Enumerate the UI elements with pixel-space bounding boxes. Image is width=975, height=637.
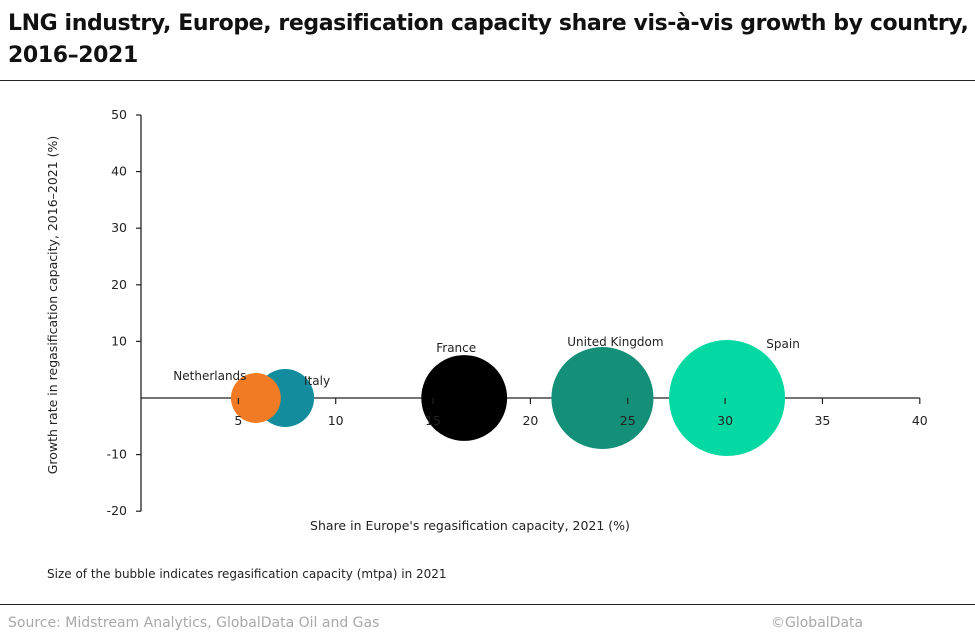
x-tick-label: 20	[522, 413, 538, 428]
y-tick-label: 30	[111, 220, 127, 235]
x-axis-label: Share in Europe's regasification capacit…	[310, 518, 630, 533]
bubbles	[230, 340, 786, 456]
axes: 50 40 30 20 10 -10 -20	[107, 107, 920, 518]
bubble-label: United Kingdom	[567, 335, 663, 349]
x-tick-label: 10	[328, 413, 344, 428]
x-tick-label: 35	[814, 413, 830, 428]
source-text: Source: Midstream Analytics, GlobalData …	[8, 615, 380, 631]
chart-title: LNG industry, Europe, regasification cap…	[8, 11, 969, 68]
bubble-label: Italy	[304, 374, 330, 388]
bubble-spain	[669, 340, 786, 456]
bubble-france	[421, 355, 508, 441]
y-tick-label: -10	[107, 447, 127, 462]
x-tick-label: 40	[912, 413, 928, 428]
bubble-label: France	[436, 341, 476, 355]
title-divider	[0, 80, 975, 81]
y-tick-label: -20	[107, 503, 127, 518]
x-ticks: 5 10 15 20 25 30 35 40	[234, 398, 928, 428]
bubble-labels: Netherlands Italy France United Kingdom Spai…	[173, 335, 800, 388]
bubble-label: Spain	[766, 337, 800, 351]
x-tick-label: 15	[425, 413, 441, 428]
y-tick-label: 10	[111, 333, 127, 348]
bubble-size-note: Size of the bubble indicates regasificat…	[47, 567, 447, 581]
y-axis-label-group: Growth rate in regasification capacity, …	[45, 136, 60, 475]
x-tick-label: 30	[717, 413, 733, 428]
x-tick-label: 25	[620, 413, 636, 428]
bubble-label: Netherlands	[173, 369, 246, 383]
bubble-netherlands	[230, 373, 281, 423]
y-tick-label: 50	[111, 107, 127, 122]
footer-divider	[0, 604, 975, 605]
x-tick-label: 5	[234, 413, 242, 428]
y-tick-label: 20	[111, 277, 127, 292]
copyright-text: ©GlobalData	[771, 615, 864, 631]
bubble-united-kingdom	[551, 346, 654, 450]
y-axis-label: Growth rate in regasification capacity, …	[45, 136, 60, 475]
y-tick-label: 40	[111, 164, 127, 179]
